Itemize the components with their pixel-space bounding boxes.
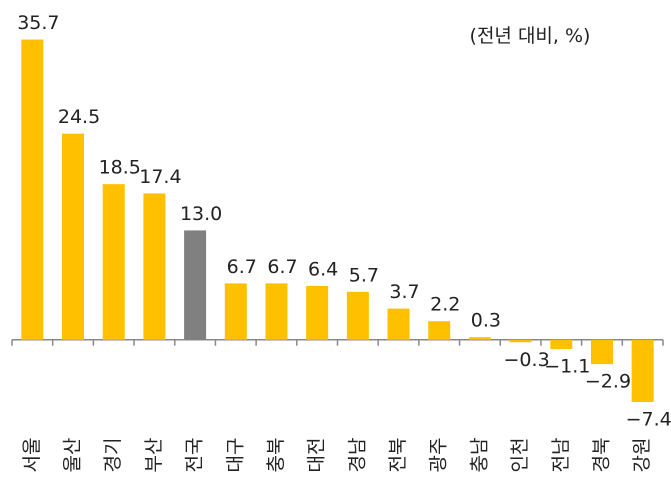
x-tick-label: 광주 — [428, 438, 450, 473]
x-tick-label: 서울 — [21, 438, 43, 473]
bar — [21, 39, 44, 340]
bar — [590, 339, 613, 365]
value-label: 0.3 — [471, 310, 501, 332]
value-label: 2.2 — [430, 294, 460, 316]
value-label: 6.7 — [267, 256, 297, 278]
x-tick-label: 대전 — [306, 438, 328, 473]
x-tick-label: 강원 — [631, 438, 653, 473]
bar — [143, 193, 166, 340]
bar — [346, 291, 369, 340]
x-tick-label: 부산 — [143, 438, 165, 473]
value-label: −1.1 — [544, 355, 590, 377]
unit-label: (전년 대비, %) — [470, 25, 591, 47]
x-tick-label: 경기 — [102, 438, 124, 473]
x-tick-label: 대구 — [224, 438, 246, 473]
value-label: 3.7 — [389, 281, 419, 303]
value-label: 6.7 — [227, 256, 257, 278]
value-label: 17.4 — [139, 166, 181, 188]
x-tick-label: 인천 — [509, 438, 531, 473]
bar — [387, 308, 410, 340]
value-label: 5.7 — [349, 264, 379, 286]
bar — [509, 339, 532, 343]
bar — [102, 184, 125, 340]
x-tick-label: 경남 — [346, 438, 368, 473]
value-label: 35.7 — [17, 12, 59, 34]
x-tick-label: 전남 — [550, 438, 572, 473]
x-tick-label: 울산 — [62, 438, 84, 473]
x-tick-label: 전북 — [387, 438, 409, 473]
bar — [550, 339, 573, 349]
bar — [428, 321, 451, 340]
x-tick-label: 충남 — [468, 438, 490, 473]
value-label: 13.0 — [180, 203, 222, 225]
value-label: 24.5 — [58, 106, 100, 128]
bar — [265, 283, 288, 340]
value-label: 18.5 — [99, 157, 141, 179]
value-label: −2.9 — [585, 371, 631, 393]
bar — [184, 230, 207, 340]
value-label: −7.4 — [626, 408, 671, 430]
x-tick-label: 경북 — [590, 438, 612, 473]
x-tick-label: 충북 — [265, 438, 287, 473]
value-label: −0.3 — [504, 349, 550, 371]
bar — [306, 285, 329, 340]
value-label: 6.4 — [308, 258, 338, 280]
bar — [468, 337, 491, 340]
bar — [631, 339, 654, 402]
bar — [62, 133, 85, 340]
bar — [224, 283, 247, 340]
x-tick-label: 전국 — [184, 438, 206, 473]
